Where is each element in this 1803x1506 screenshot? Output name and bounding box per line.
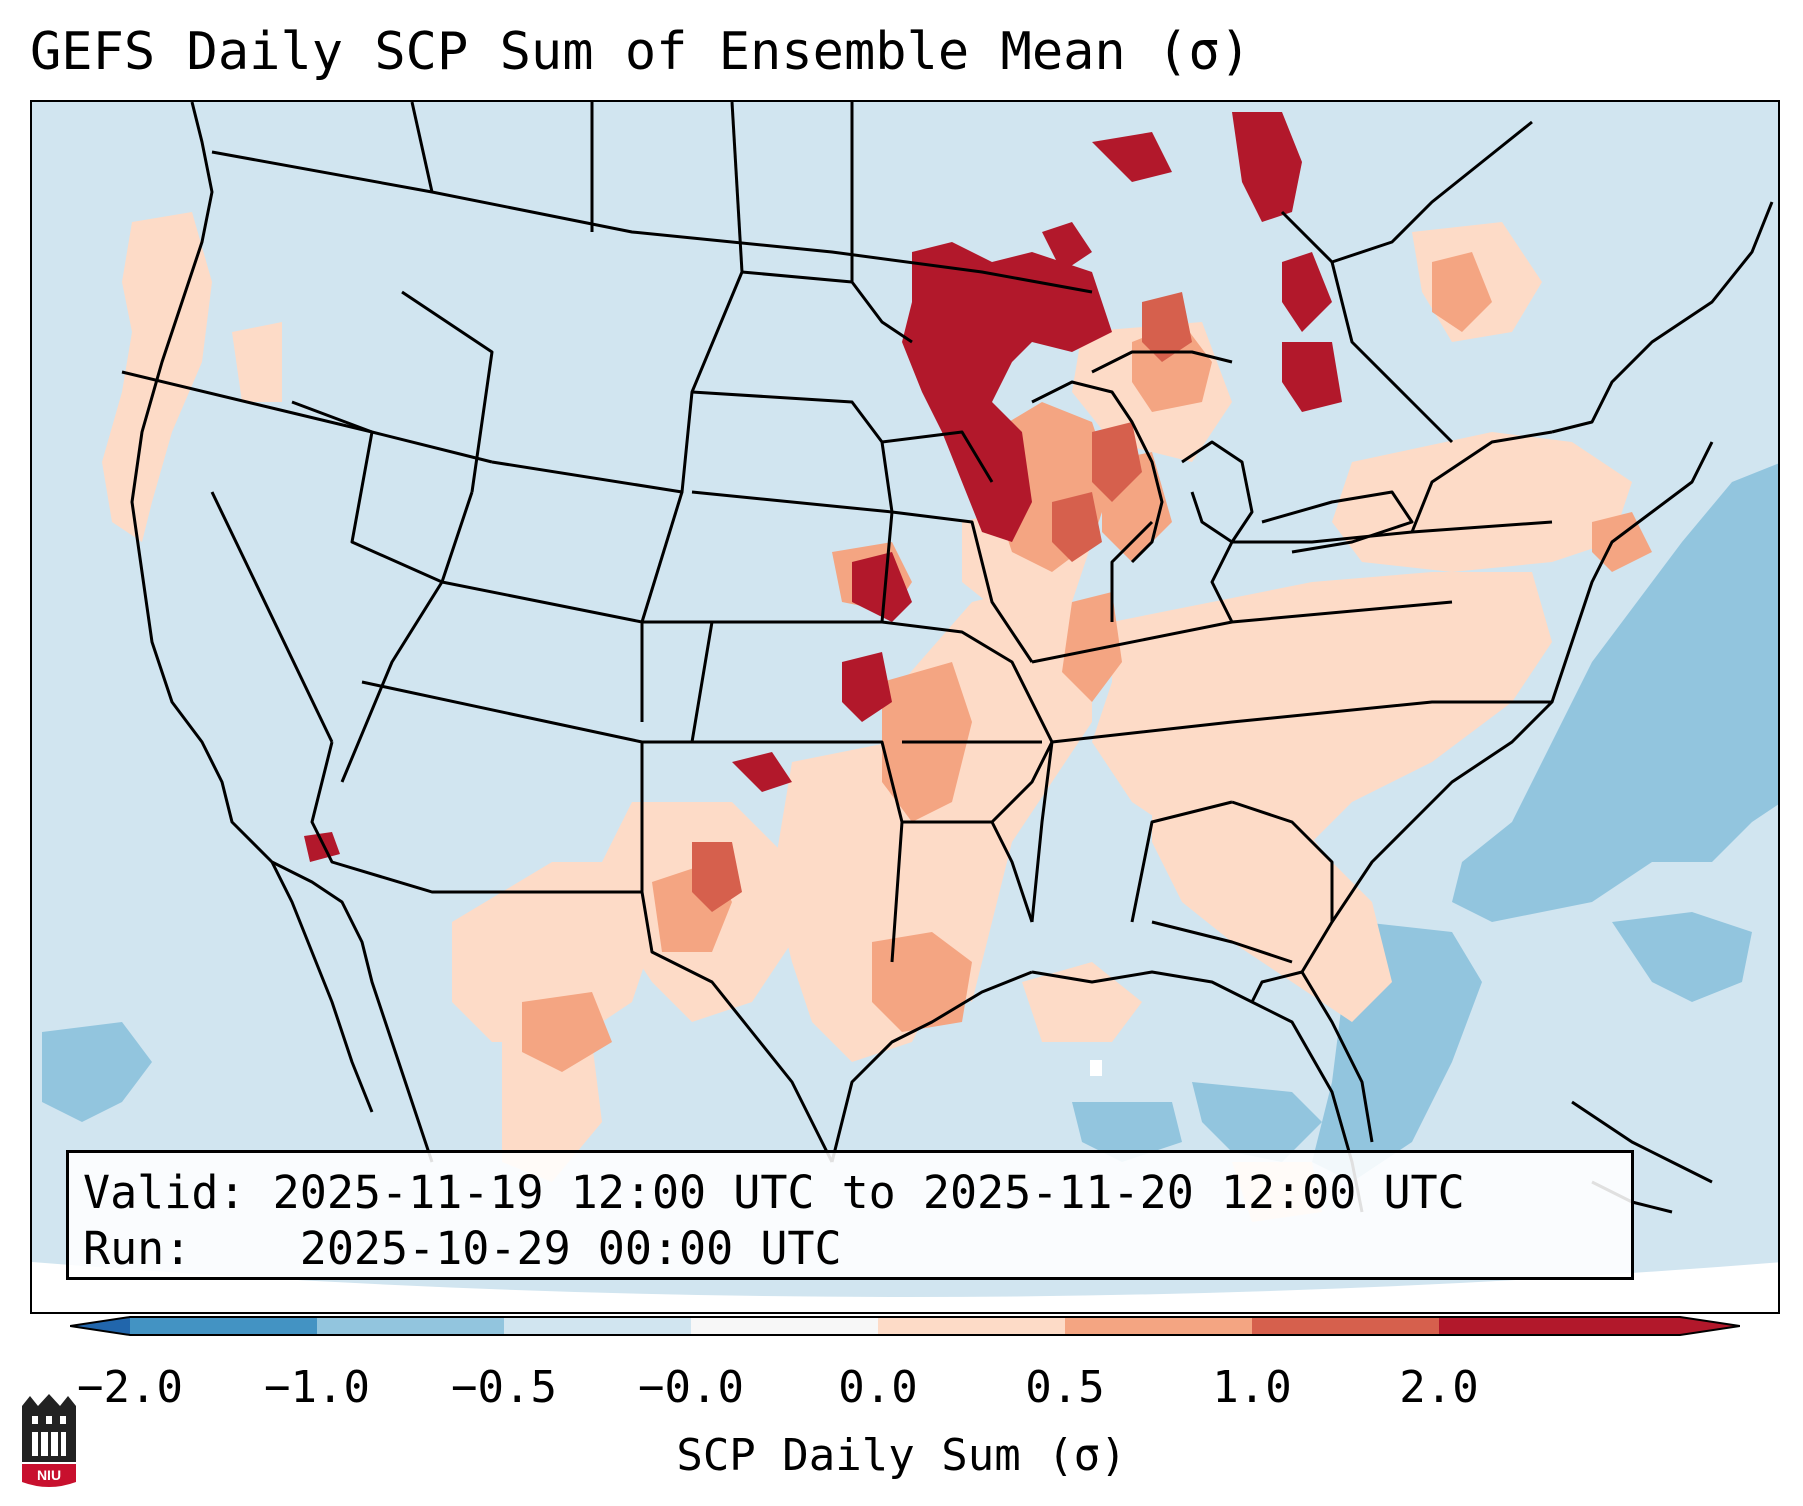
colorbar-extend-high (1439, 1317, 1740, 1335)
neutral-cell (1090, 1060, 1102, 1076)
valid-run-info-box: Valid: 2025-11-19 12:00 UTC to 2025-11-2… (66, 1150, 1634, 1280)
colorbar-svg (69, 1316, 1741, 1336)
colorbar (69, 1314, 1741, 1338)
colorbar-segment-3 (504, 1317, 691, 1335)
tick-label: 2.0 (1399, 1362, 1479, 1413)
map-panel (30, 100, 1780, 1314)
run-row: Run: 2025-10-29 00:00 UTC (83, 1221, 1617, 1277)
run-label: Run: (83, 1222, 192, 1275)
valid-value: 2025-11-19 12:00 UTC to 2025-11-20 12:00… (272, 1166, 1465, 1219)
tick-label: 1.0 (1212, 1362, 1292, 1413)
tick-label: −0.5 (451, 1362, 557, 1413)
valid-row: Valid: 2025-11-19 12:00 UTC to 2025-11-2… (83, 1165, 1617, 1221)
tick-label: −2.0 (77, 1362, 183, 1413)
map-title: GEFS Daily SCP Sum of Ensemble Mean (σ) (30, 22, 1251, 82)
tick-label: 0.5 (1025, 1362, 1105, 1413)
extreme-positive-regions (304, 112, 1342, 862)
tick-label: −1.0 (264, 1362, 370, 1413)
colorbar-segment-4 (691, 1317, 878, 1335)
colorbar-segment-7 (1252, 1317, 1439, 1335)
run-value: 2025-10-29 00:00 UTC (299, 1222, 842, 1275)
colorbar-segment-1 (130, 1317, 317, 1335)
tick-label: −0.0 (638, 1362, 744, 1413)
projection-edge (32, 1262, 1778, 1312)
colorbar-extend-low (70, 1317, 130, 1335)
colorbar-segment-2 (317, 1317, 504, 1335)
high-positive-regions (692, 292, 1192, 912)
niu-logo: NIU (18, 1392, 80, 1492)
colorbar-ticks: −2.0 −1.0 −0.5 −0.0 0.0 0.5 1.0 2.0 (0, 1362, 1803, 1422)
valid-label: Valid: (83, 1166, 246, 1219)
niu-logo-icon: NIU (22, 1394, 76, 1487)
logo-text: NIU (37, 1467, 61, 1483)
colorbar-label: SCP Daily Sum (σ) (676, 1430, 1127, 1481)
tick-label: 0.0 (838, 1362, 918, 1413)
colorbar-segment-5 (878, 1317, 1065, 1335)
boundary-lines (121, 102, 1774, 1214)
colorbar-segment-6 (1065, 1317, 1252, 1335)
map-canvas (32, 102, 1778, 1312)
